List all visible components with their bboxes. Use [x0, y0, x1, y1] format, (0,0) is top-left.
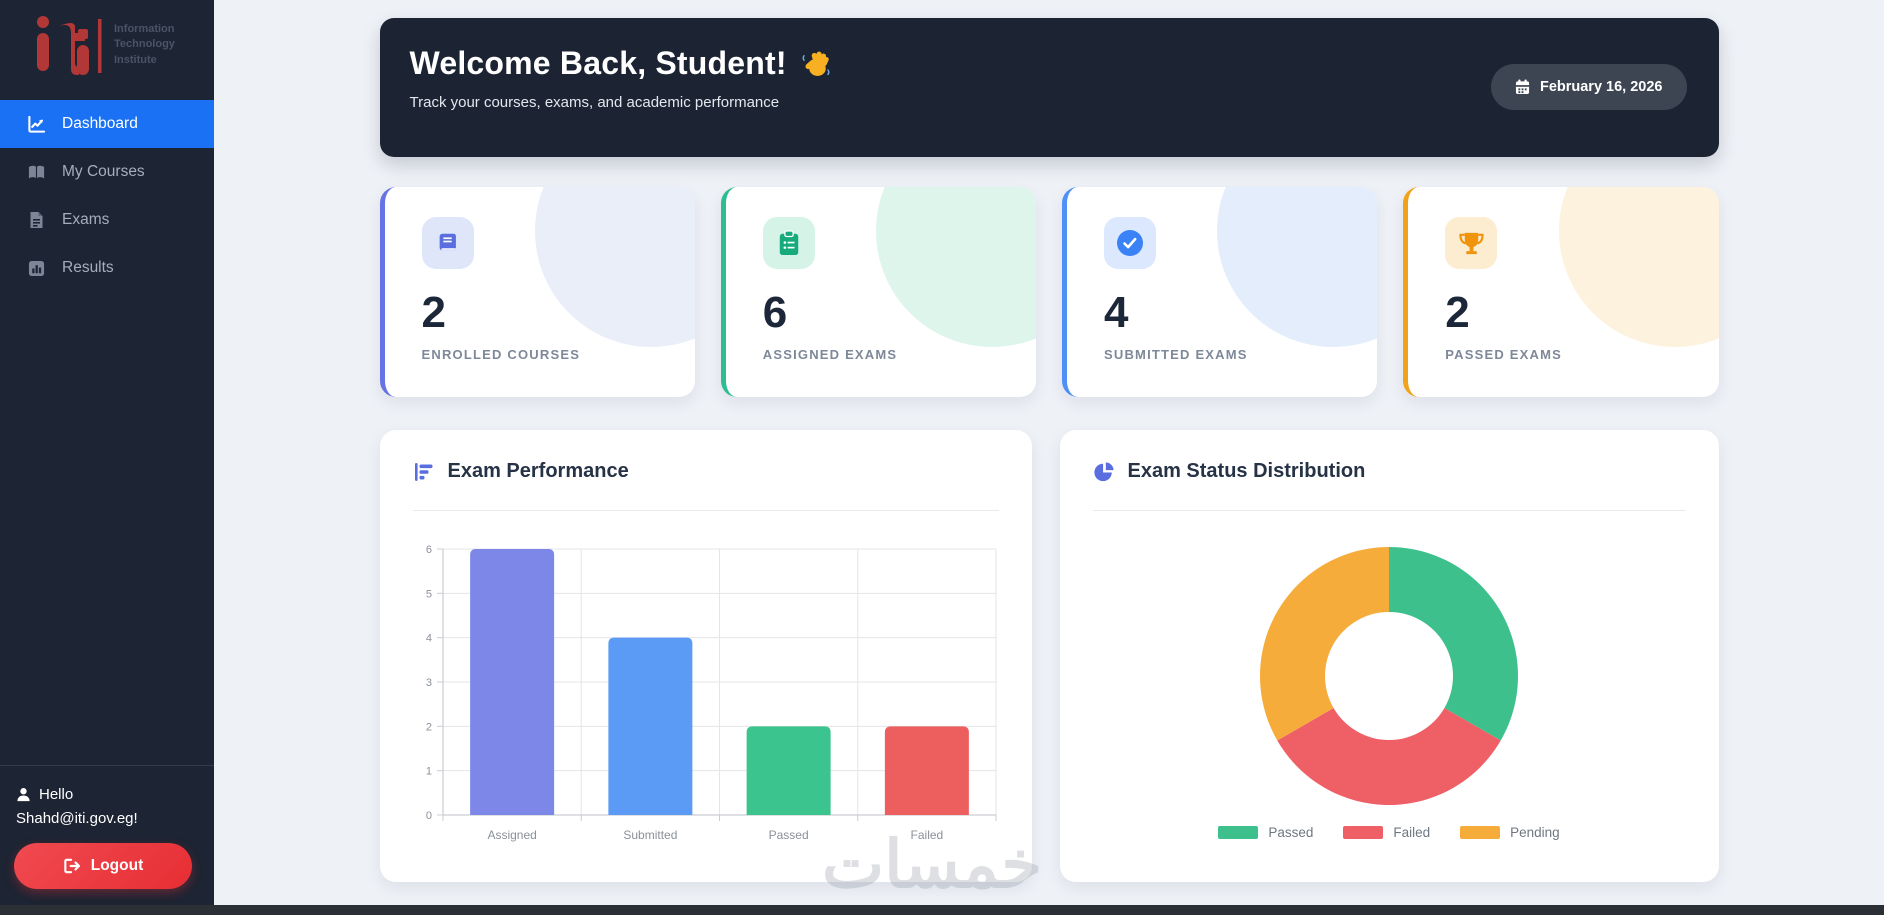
- sidebar-item-label: Results: [62, 259, 114, 276]
- svg-text:5: 5: [425, 588, 431, 600]
- svg-text:0: 0: [425, 810, 431, 822]
- logo-line-1: Information: [114, 22, 175, 35]
- donut-segment-failed: [1277, 708, 1501, 805]
- sidebar-nav: Dashboard My Courses Exams Results: [0, 100, 214, 292]
- charts-row: Exam Performance 0 1 2 3 4 5 6 Assigned Submitte…: [379, 430, 1719, 882]
- exam-performance-header: Exam Performance: [413, 460, 999, 483]
- pie-chart-icon: [1093, 461, 1114, 481]
- banner-title-text: Welcome Back, Student!: [409, 45, 787, 81]
- stat-card-submitted-exams: 4 SUBMITTED EXAMS: [1062, 187, 1378, 397]
- svg-text:4: 4: [425, 633, 431, 645]
- stat-label: PASSED EXAMS: [1445, 347, 1562, 362]
- stats-row: 2 ENROLLED COURSES 6 ASSIGNED EXAMS: [379, 187, 1719, 397]
- sidebar-footer: Hello Shahd@iti.gov.eg! Logout: [0, 765, 214, 915]
- donut-segment-passed: [1389, 547, 1518, 741]
- stat-value: 6: [762, 288, 788, 337]
- legend-label: Pending: [1510, 825, 1560, 840]
- sidebar-item-dashboard[interactable]: Dashboard: [0, 100, 214, 148]
- legend-swatch: [1460, 826, 1501, 839]
- user-icon: [17, 788, 30, 802]
- divider: [1092, 510, 1686, 511]
- legend-label: Passed: [1268, 825, 1314, 840]
- sidebar-item-label: My Courses: [62, 163, 145, 180]
- chart-line-icon: [27, 115, 46, 134]
- banner-subtitle: Track your courses, exams, and academic …: [409, 94, 780, 111]
- sidebar-item-label: Dashboard: [62, 115, 138, 132]
- check-circle-icon: [1104, 217, 1156, 269]
- clipboard-icon: [762, 217, 815, 269]
- sidebar-item-results[interactable]: Results: [0, 244, 214, 292]
- trophy-icon: [1445, 217, 1498, 269]
- svg-text:1: 1: [425, 766, 431, 778]
- exam-performance-card: Exam Performance 0 1 2 3 4 5 6 Assigned Submitte…: [379, 430, 1032, 882]
- sidebar-item-exams[interactable]: Exams: [0, 196, 214, 244]
- banner-title: Welcome Back, Student!: [410, 45, 1719, 82]
- divider: [412, 510, 999, 511]
- legend-item-failed[interactable]: Failed: [1343, 825, 1430, 840]
- stat-card-passed-exams: 2 PASSED EXAMS: [1403, 187, 1719, 397]
- sidebar: Information Technology Institute Dashboa…: [0, 0, 214, 915]
- chart-title: Exam Performance: [447, 460, 629, 482]
- iti-logo-text: Information Technology Institute: [114, 22, 175, 68]
- svg-text:3: 3: [425, 677, 431, 689]
- logout-icon: [64, 858, 80, 874]
- legend-swatch: [1218, 826, 1259, 839]
- stat-label: ENROLLED COURSES: [421, 347, 581, 362]
- stat-card-enrolled-courses: 2 ENROLLED COURSES: [379, 187, 695, 397]
- stat-card-assigned-exams: 6 ASSIGNED EXAMS: [720, 187, 1036, 397]
- exam-status-header: Exam Status Distribution: [1093, 460, 1686, 483]
- stat-label: SUBMITTED EXAMS: [1104, 347, 1248, 362]
- waving-hand-icon: [802, 51, 830, 76]
- file-lines-icon: [27, 211, 46, 230]
- donut-legend: Passed Failed Pending: [1093, 825, 1686, 840]
- user-email: Shahd@iti.gov.eg!: [16, 810, 138, 827]
- svg-text:Failed: Failed: [910, 828, 943, 842]
- bottom-scrollbar[interactable]: [0, 905, 1884, 915]
- book-icon: [421, 217, 474, 269]
- stat-value: 2: [421, 288, 446, 337]
- exam-status-card: Exam Status Distribution Passed Failed Pen…: [1059, 430, 1719, 882]
- svg-text:Passed: Passed: [768, 828, 808, 842]
- date-text: February 16, 2026: [1539, 79, 1663, 95]
- chart-square-icon: [27, 259, 46, 278]
- legend-swatch: [1343, 826, 1384, 839]
- exam-performance-bar-chart: 0 1 2 3 4 5 6 Assigned Submitted Passed Failed: [425, 544, 996, 842]
- bar-chart-icon: [414, 462, 432, 481]
- logo-line-3: Institute: [114, 53, 157, 66]
- svg-text:6: 6: [425, 544, 431, 556]
- stat-label: ASSIGNED EXAMS: [762, 347, 898, 362]
- logo-line-2: Technology: [114, 38, 175, 51]
- legend-item-pending[interactable]: Pending: [1460, 825, 1560, 840]
- welcome-banner: Welcome Back, Student! Track you: [379, 18, 1719, 157]
- main-content: Welcome Back, Student! Track you: [214, 0, 1884, 915]
- exam-status-doughnut-chart: [1260, 547, 1518, 805]
- sidebar-item-my-courses[interactable]: My Courses: [0, 148, 214, 196]
- svg-text:Assigned: Assigned: [487, 828, 536, 842]
- stat-value: 4: [1104, 288, 1129, 337]
- sidebar-item-label: Exams: [62, 211, 110, 228]
- legend-label: Failed: [1393, 825, 1431, 840]
- svg-text:2: 2: [425, 721, 431, 733]
- book-open-icon: [27, 163, 46, 182]
- donut-segment-pending: [1260, 547, 1389, 741]
- svg-text:Submitted: Submitted: [623, 828, 677, 842]
- chart-title: Exam Status Distribution: [1127, 460, 1366, 482]
- logout-button[interactable]: Logout: [14, 843, 192, 889]
- calendar-icon: [1515, 79, 1530, 95]
- iti-logo-mark-icon: [37, 16, 102, 75]
- iti-logo: Information Technology Institute: [0, 0, 214, 86]
- legend-item-passed[interactable]: Passed: [1218, 825, 1313, 840]
- date-badge: February 16, 2026: [1490, 64, 1687, 110]
- stat-value: 2: [1445, 288, 1470, 337]
- logout-label: Logout: [90, 857, 144, 874]
- user-greeting: Hello: [14, 786, 198, 803]
- greeting-text: Hello: [39, 786, 74, 803]
